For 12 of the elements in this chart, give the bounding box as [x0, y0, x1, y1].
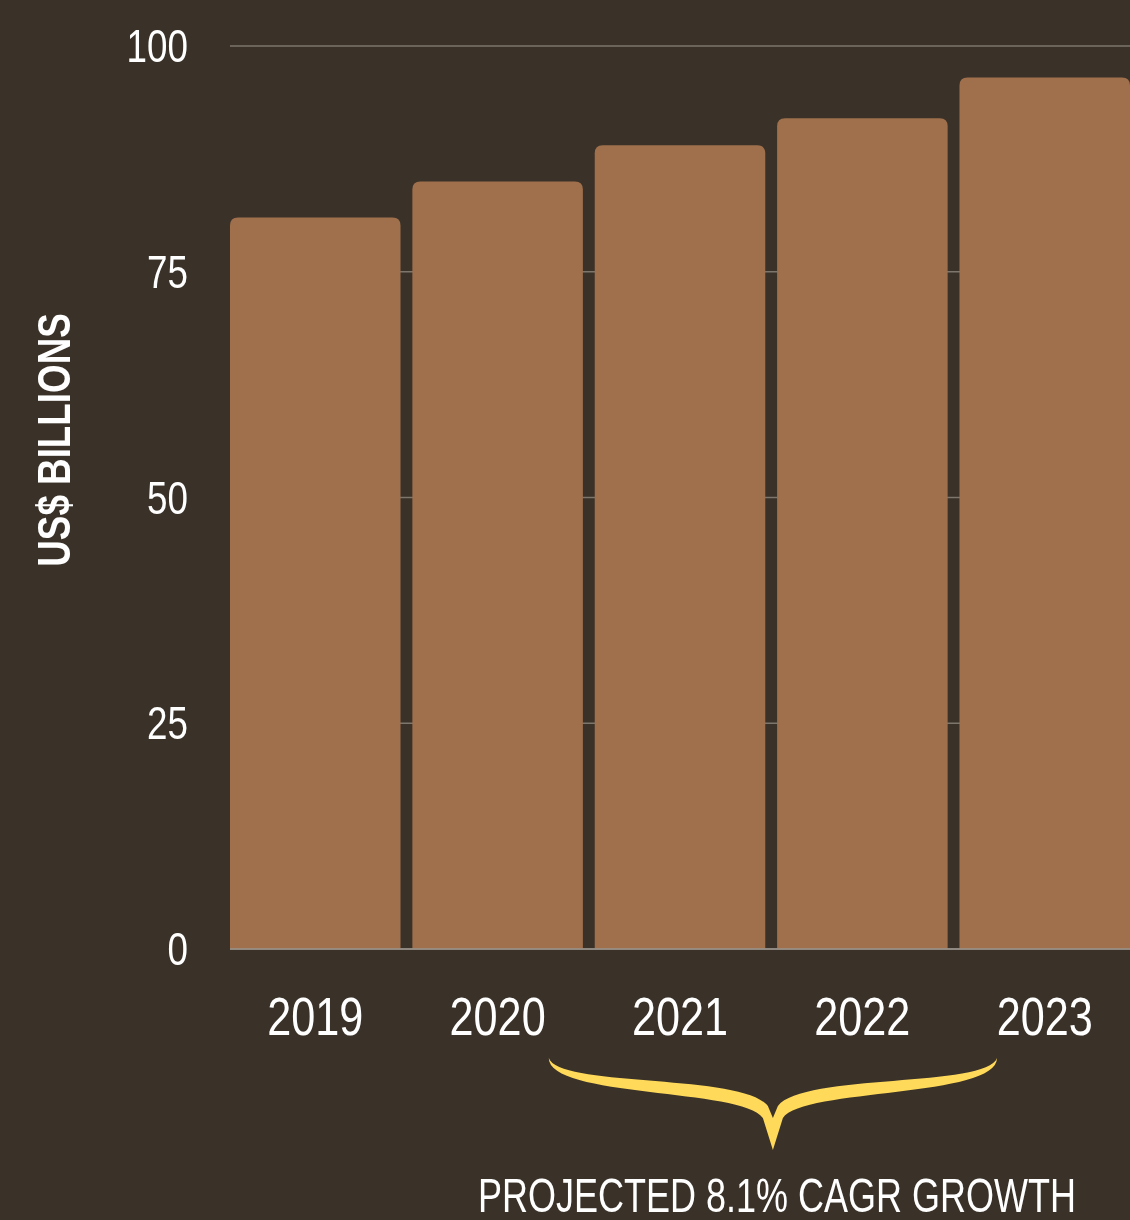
x-tick-label: 2020	[449, 986, 546, 1047]
x-tick-label: 2019	[267, 986, 364, 1047]
y-tick-label: 0	[167, 923, 188, 976]
y-tick-label: 25	[147, 697, 188, 750]
y-tick-label: 50	[147, 471, 188, 524]
y-tick-label: 100	[126, 20, 188, 73]
x-tick-label: 2021	[631, 986, 729, 1047]
y-tick-label: 75	[147, 245, 188, 298]
y-axis-title: US$ BILLIONS	[28, 313, 80, 567]
x-tick-label: 2022	[814, 986, 911, 1047]
x-tick-label: 2023	[996, 986, 1093, 1047]
text: PROJECTED 8.1% CAGR GROWTH	[478, 1169, 1076, 1220]
